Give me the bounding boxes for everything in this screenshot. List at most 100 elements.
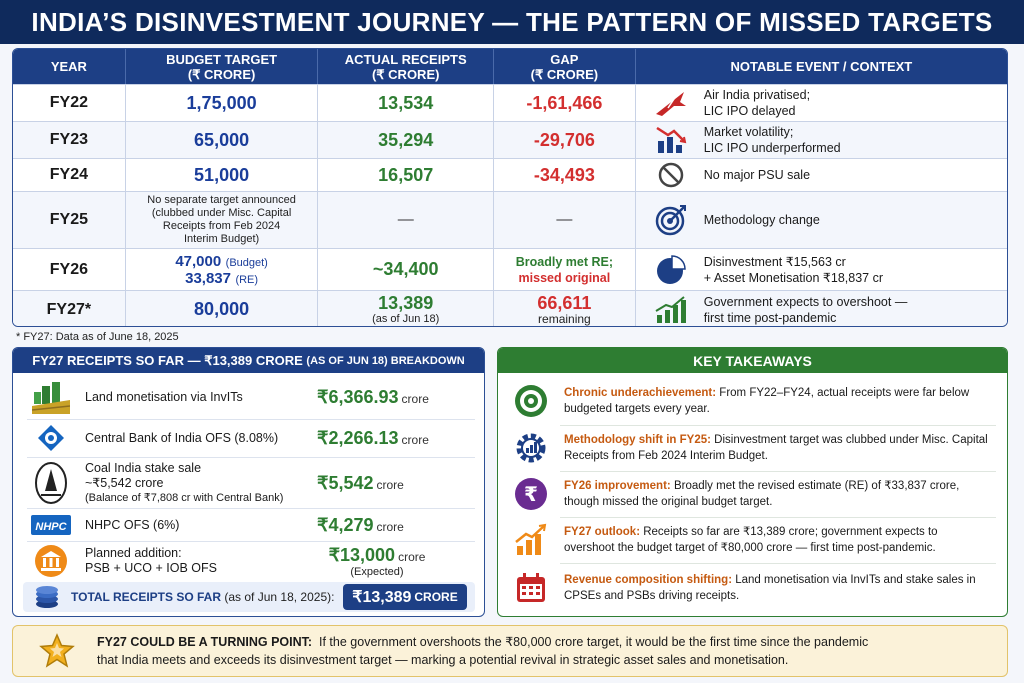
event-line1: Disinvestment ₹15,563 cr <box>703 254 846 269</box>
budget-note-line: Interim Budget) <box>183 233 260 245</box>
receipt-unit: crore <box>376 519 404 534</box>
divider <box>560 517 996 518</box>
row-budget-note: No separate target announced (clubbed un… <box>126 192 319 248</box>
takeaway-title: FY27 outlook: <box>564 526 641 538</box>
coal-india-logo-icon <box>31 460 71 506</box>
row-event-text: Market volatility; LIC IPO underperforme… <box>704 124 841 156</box>
budget-note-line: Receipts from Feb 2024 <box>162 220 281 232</box>
budget-original-note: (Budget) <box>225 256 268 269</box>
row-gap: Broadly met RE; missed original <box>494 249 636 290</box>
table-header: YEAR BUDGET TARGET (₹ CRORE) ACTUAL RECE… <box>13 49 1007 84</box>
takeaway-title: Chronic underachievement: <box>564 387 717 399</box>
row-budget: 65,000 <box>126 122 319 158</box>
col-gap-line1: GAP <box>550 51 579 67</box>
row-year: FY23 <box>13 122 126 158</box>
receipt-label-note: (Balance of ₹7,808 cr with Central Bank) <box>85 491 284 504</box>
divider <box>27 508 475 509</box>
table-row: FY27* 80,000 13,389 (as of Jun 18) 66,61… <box>13 290 1007 326</box>
row-year: FY25 <box>13 192 126 248</box>
divider <box>27 457 475 458</box>
row-budget: 1,75,000 <box>126 85 319 121</box>
receipts-breakdown-panel: FY27 RECEIPTS SO FAR — ₹13,389 CRORE (AS… <box>12 347 485 617</box>
takeaway-title: Methodology shift in FY25: <box>564 434 711 446</box>
svg-text:₹: ₹ <box>524 482 538 506</box>
footnote: * FY27: Data as of June 18, 2025 <box>16 331 179 343</box>
title-bar: INDIA’S DISINVESTMENT JOURNEY — THE PATT… <box>0 0 1024 44</box>
receipt-label: Central Bank of India OFS (8.08%) <box>85 430 279 445</box>
budget-note-line: No separate target announced <box>147 194 296 206</box>
receipt-value: ₹2,266.13 crore <box>317 428 471 449</box>
col-budget: BUDGET TARGET (₹ CRORE) <box>126 49 319 84</box>
event-line2: LIC IPO delayed <box>703 104 796 118</box>
takeaway-item: Chronic underachievement: From FY22–FY24… <box>512 378 998 424</box>
takeaway-line: Disinvestment target was clubbed under M… <box>714 434 988 446</box>
takeaway-line: overshoot the budget target of ₹80,000 c… <box>564 542 936 554</box>
event-line1: Air India privatised; <box>703 88 811 102</box>
receipt-unit: crore <box>401 391 429 406</box>
pie-chart-icon <box>654 254 688 285</box>
receipt-value: ₹4,279 crore <box>317 515 471 536</box>
star-icon <box>39 633 75 669</box>
receipt-label: NHPC OFS (6%) <box>85 517 180 532</box>
receipt-item: Central Bank of India OFS (8.08%) ₹2,266… <box>31 421 471 455</box>
receipt-item: NHPC NHPC OFS (6%) ₹4,279 crore <box>31 510 471 540</box>
event-line1: Market volatility; <box>703 125 794 139</box>
key-takeaways-panel: KEY TAKEAWAYS Chronic underachievement: … <box>497 347 1008 617</box>
takeaway-item: ₹ FY26 improvement: Broadly met the revi… <box>512 472 998 516</box>
table-row: FY24 51,000 16,507 -34,493 No major PSU … <box>13 158 1007 191</box>
total-unit: CRORE <box>414 590 458 604</box>
receipt-label-line: PSB + UCO + IOB OFS <box>85 561 217 575</box>
svg-text:NHPC: NHPC <box>35 521 67 533</box>
row-gap: — <box>494 192 636 248</box>
takeaway-title: Revenue composition shifting: <box>564 574 733 586</box>
page-title: INDIA’S DISINVESTMENT JOURNEY — THE PATT… <box>31 6 993 37</box>
receipt-label: Land monetisation via InvITs <box>85 389 243 404</box>
row-gap: -34,493 <box>494 159 636 191</box>
central-bank-logo-icon <box>31 421 71 455</box>
takeaway-line: though missed the original budget target… <box>564 496 773 508</box>
col-actual-line1: ACTUAL RECEIPTS <box>344 51 467 67</box>
receipt-label-line: ~₹5,542 crore <box>85 475 164 490</box>
gap-note: remaining <box>538 311 591 326</box>
receipt-amount: ₹5,542 <box>317 472 374 493</box>
col-actual-line2: (₹ CRORE) <box>371 66 440 82</box>
receipt-note: (Expected) <box>350 565 404 578</box>
row-budget: 51,000 <box>126 159 319 191</box>
row-event-text: No major PSU sale <box>703 168 811 182</box>
receipts-header-small: (AS OF JUN 18) BREAKDOWN <box>306 354 465 367</box>
row-budget: 80,000 <box>126 291 319 326</box>
land-buildings-icon <box>31 380 71 414</box>
growth-chart-icon <box>512 521 550 559</box>
takeaway-line: budgeted targets every year. <box>564 403 710 415</box>
row-event: Air India privatised; LIC IPO delayed <box>636 85 1007 121</box>
row-actual: 13,389 (as of Jun 18) <box>318 291 495 326</box>
takeaway-line: Broadly met the revised estimate (RE) of… <box>673 480 960 492</box>
gap-line1: Broadly met RE; <box>515 254 614 269</box>
coin-stack-icon <box>33 585 61 614</box>
receipt-label: Coal India stake sale ~₹5,542 crore (Bal… <box>85 461 317 506</box>
total-amount: ₹13,389 <box>352 589 412 606</box>
gear-chart-icon <box>512 429 550 467</box>
falling-chart-icon <box>654 125 688 155</box>
callout-text: FY27 COULD BE A TURNING POINT: If the go… <box>97 633 868 669</box>
table-row: FY25 No separate target announced (clubb… <box>13 191 1007 248</box>
row-event-text: Methodology change <box>703 213 820 227</box>
callout-lead: FY27 COULD BE A TURNING POINT: <box>97 635 313 649</box>
col-budget-line1: BUDGET TARGET <box>166 51 278 67</box>
total-label: TOTAL RECEIPTS SO FAR (as of Jun 18, 202… <box>71 590 334 604</box>
budget-note-line: (clubbed under Misc. Capital <box>151 207 292 219</box>
row-year: FY26 <box>13 249 126 290</box>
receipt-value: ₹5,542 crore <box>317 473 471 494</box>
row-event: Market volatility; LIC IPO underperforme… <box>636 122 1007 158</box>
row-event: Methodology change <box>636 192 1007 248</box>
row-event-text: Government expects to overshoot — first … <box>704 294 908 326</box>
receipt-value: ₹13,000 crore (Expected) <box>317 545 437 578</box>
target-rings-icon <box>512 382 550 420</box>
takeaway-line: Land monetisation via InvITs and stake s… <box>735 574 976 586</box>
takeaway-text: FY26 improvement: Broadly met the revise… <box>564 478 959 510</box>
takeaway-line: CPSEs and PSBs driving receipts. <box>564 590 740 602</box>
event-line2: LIC IPO underperformed <box>703 141 841 155</box>
takeaway-text: Chronic underachievement: From FY22–FY24… <box>564 385 969 417</box>
receipt-amount: ₹2,266.13 <box>317 427 399 448</box>
divider <box>27 541 475 542</box>
